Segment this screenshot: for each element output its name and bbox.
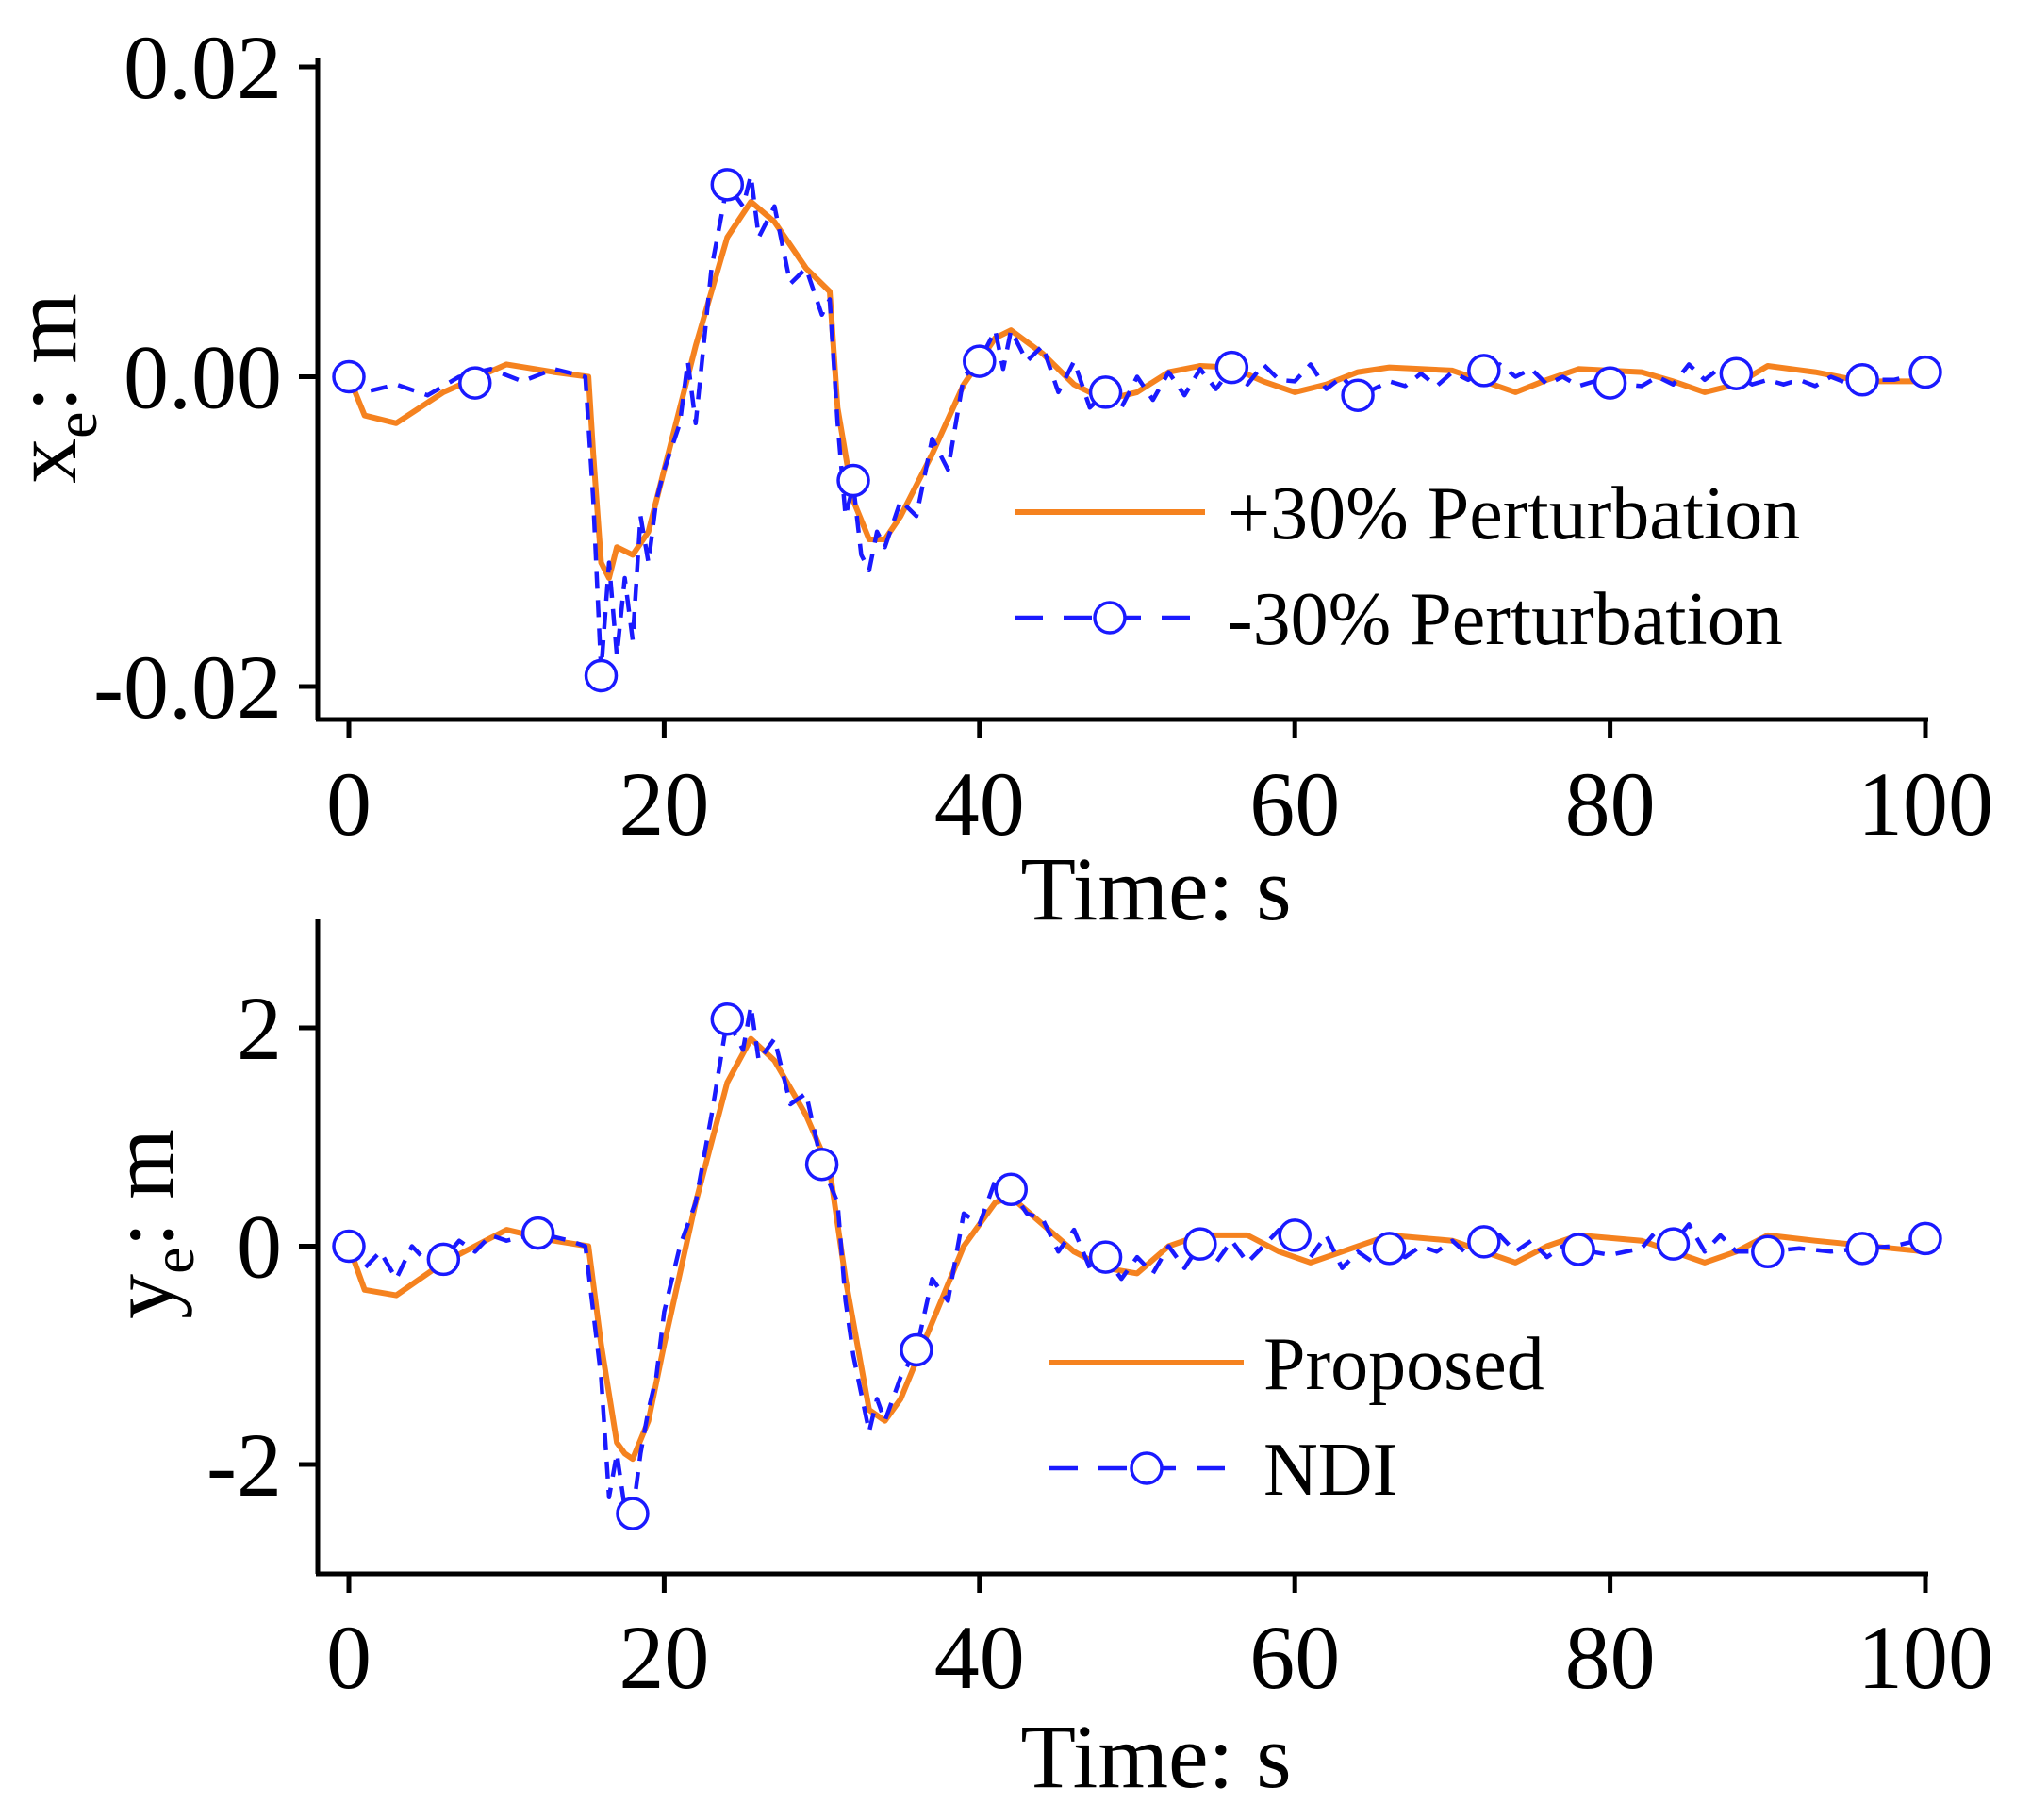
x-tick-label: 0 — [326, 753, 372, 854]
x-tick-label: 20 — [619, 1607, 709, 1708]
y-axis-title: ye: m — [91, 1129, 206, 1319]
x-tick-label: 60 — [1249, 1607, 1340, 1708]
y-tick-label: 0.02 — [124, 17, 282, 118]
series-marker — [1908, 355, 1942, 389]
y-axis-title-unit: : m — [0, 293, 95, 411]
x-tick-label: 0 — [326, 1607, 372, 1708]
x-tick-label: 20 — [619, 753, 709, 854]
series-marker — [710, 1001, 745, 1036]
y-axis-title-sub: e — [42, 411, 109, 438]
x-tick-label: 40 — [934, 1607, 1025, 1708]
series-marker — [963, 344, 997, 378]
series-marker — [1656, 1227, 1691, 1261]
series-marker — [1719, 356, 1754, 390]
series-marker — [994, 1172, 1028, 1207]
panel-xe: 0 20 40 60 80 100 0.02 0.00 -0.02 Time: s xe: m +30… — [0, 17, 1993, 939]
series-marker — [332, 1229, 366, 1264]
series-marker — [1088, 375, 1123, 409]
y-axis-title-var: x — [0, 438, 95, 484]
y-tick-label: -2 — [206, 1415, 282, 1515]
x-axis-title: Time: s — [1020, 1706, 1291, 1807]
series-marker — [1845, 363, 1879, 397]
y-tick-label: -0.02 — [93, 637, 282, 737]
series-marker — [1908, 1221, 1942, 1256]
x-tick-label: 100 — [1858, 1607, 1993, 1708]
series-marker — [1341, 378, 1375, 412]
x-axis-title: Time: s — [1020, 838, 1291, 939]
series-marker — [458, 366, 492, 400]
legend-label: +30% Perturbation — [1228, 472, 1800, 555]
series-marker — [1845, 1232, 1879, 1266]
series-marker — [1467, 1225, 1501, 1259]
series-marker — [1372, 1232, 1407, 1266]
legend-label: -30% Perturbation — [1228, 578, 1783, 661]
y-tick-label: 0 — [237, 1197, 282, 1298]
y-axis-title-unit: : m — [91, 1129, 192, 1247]
series-marker — [1278, 1218, 1312, 1252]
series-line-dashed — [347, 1003, 1926, 1516]
y-tick-label: 2 — [237, 978, 282, 1079]
y-axis-title-sub: e — [140, 1247, 206, 1273]
x-tick-label: 80 — [1565, 753, 1656, 854]
series-marker — [1214, 350, 1249, 385]
series-marker — [1593, 366, 1627, 400]
y-tick-label: 0.00 — [124, 327, 282, 428]
series-marker — [616, 1497, 650, 1530]
series-marker — [520, 1216, 555, 1250]
x-tick-label: 40 — [934, 753, 1025, 854]
legend-marker — [1093, 601, 1127, 635]
series-marker — [1183, 1227, 1217, 1261]
x-tick-label: 60 — [1249, 753, 1340, 854]
y-axis-title-var: y — [91, 1274, 192, 1319]
series-marker — [804, 1147, 839, 1182]
x-tick-label: 80 — [1565, 1607, 1656, 1708]
series-marker — [426, 1242, 461, 1277]
series-marker — [1467, 354, 1501, 388]
series-marker — [900, 1332, 933, 1367]
series-marker — [1088, 1240, 1123, 1274]
series-marker — [584, 658, 619, 693]
series-marker — [332, 359, 366, 394]
legend-label: NDI — [1263, 1429, 1397, 1512]
legend-label: Proposed — [1263, 1323, 1544, 1406]
x-tick-label: 100 — [1858, 753, 1993, 854]
series-marker — [710, 168, 745, 202]
series-marker — [1751, 1234, 1785, 1269]
y-axis-title: xe: m — [0, 293, 109, 484]
series-marker — [1561, 1233, 1595, 1266]
series-marker — [836, 463, 870, 498]
legend-marker — [1130, 1451, 1164, 1485]
